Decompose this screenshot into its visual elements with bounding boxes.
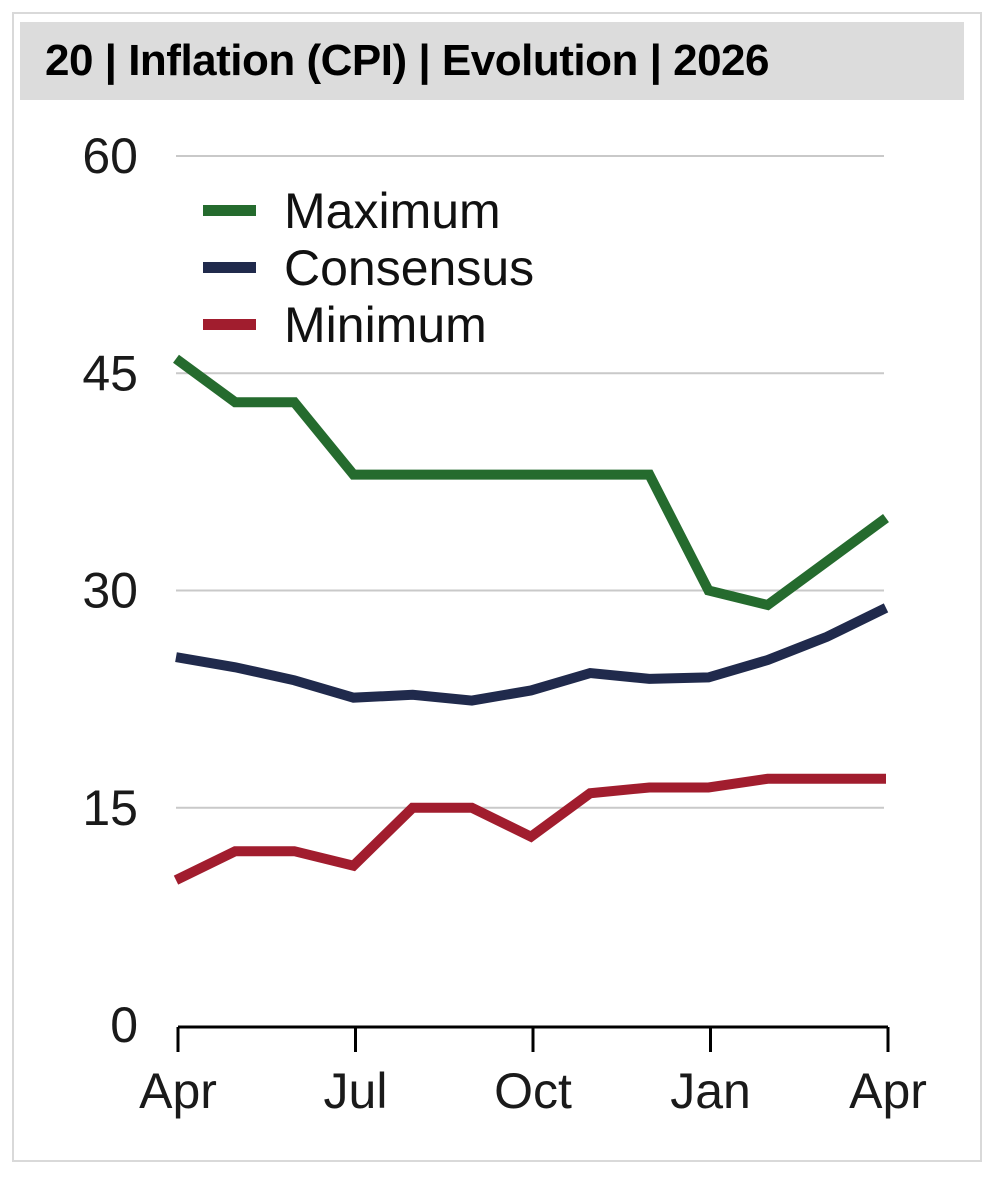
chart-legend: Maximum Consensus Minimum [203, 182, 534, 353]
x-axis-label: Apr [139, 1063, 217, 1119]
legend-row-consensus: Consensus [203, 239, 534, 296]
legend-label-minimum: Minimum [284, 296, 487, 353]
maximum-series-swatch-icon [203, 205, 256, 216]
y-axis-label: 30 [82, 563, 138, 619]
minimum-series-swatch-icon [203, 319, 256, 330]
y-axis-label: 0 [110, 997, 138, 1053]
x-axis-label: Jan [670, 1063, 751, 1119]
x-axis-label: Oct [494, 1063, 572, 1119]
y-axis-label: 15 [82, 780, 138, 836]
chart-title: 20 | Inflation (CPI) | Evolution | 2026 [45, 36, 770, 85]
legend-row-maximum: Maximum [203, 182, 534, 239]
y-axis-label: 60 [82, 128, 138, 184]
chart-header-band: 20 | Inflation (CPI) | Evolution | 2026 [20, 22, 964, 100]
legend-label-maximum: Maximum [284, 182, 501, 239]
series-consensus-line [175, 603, 889, 706]
chart-card [12, 12, 982, 1162]
x-axis-label: Apr [849, 1063, 927, 1119]
y-axis-label: 45 [82, 345, 138, 401]
legend-row-minimum: Minimum [203, 296, 534, 353]
x-axis-label: Jul [324, 1063, 388, 1119]
series-maximum-line [173, 354, 889, 611]
series-minimum-line [173, 773, 886, 885]
consensus-series-swatch-icon [203, 262, 256, 273]
legend-label-consensus: Consensus [284, 239, 535, 296]
